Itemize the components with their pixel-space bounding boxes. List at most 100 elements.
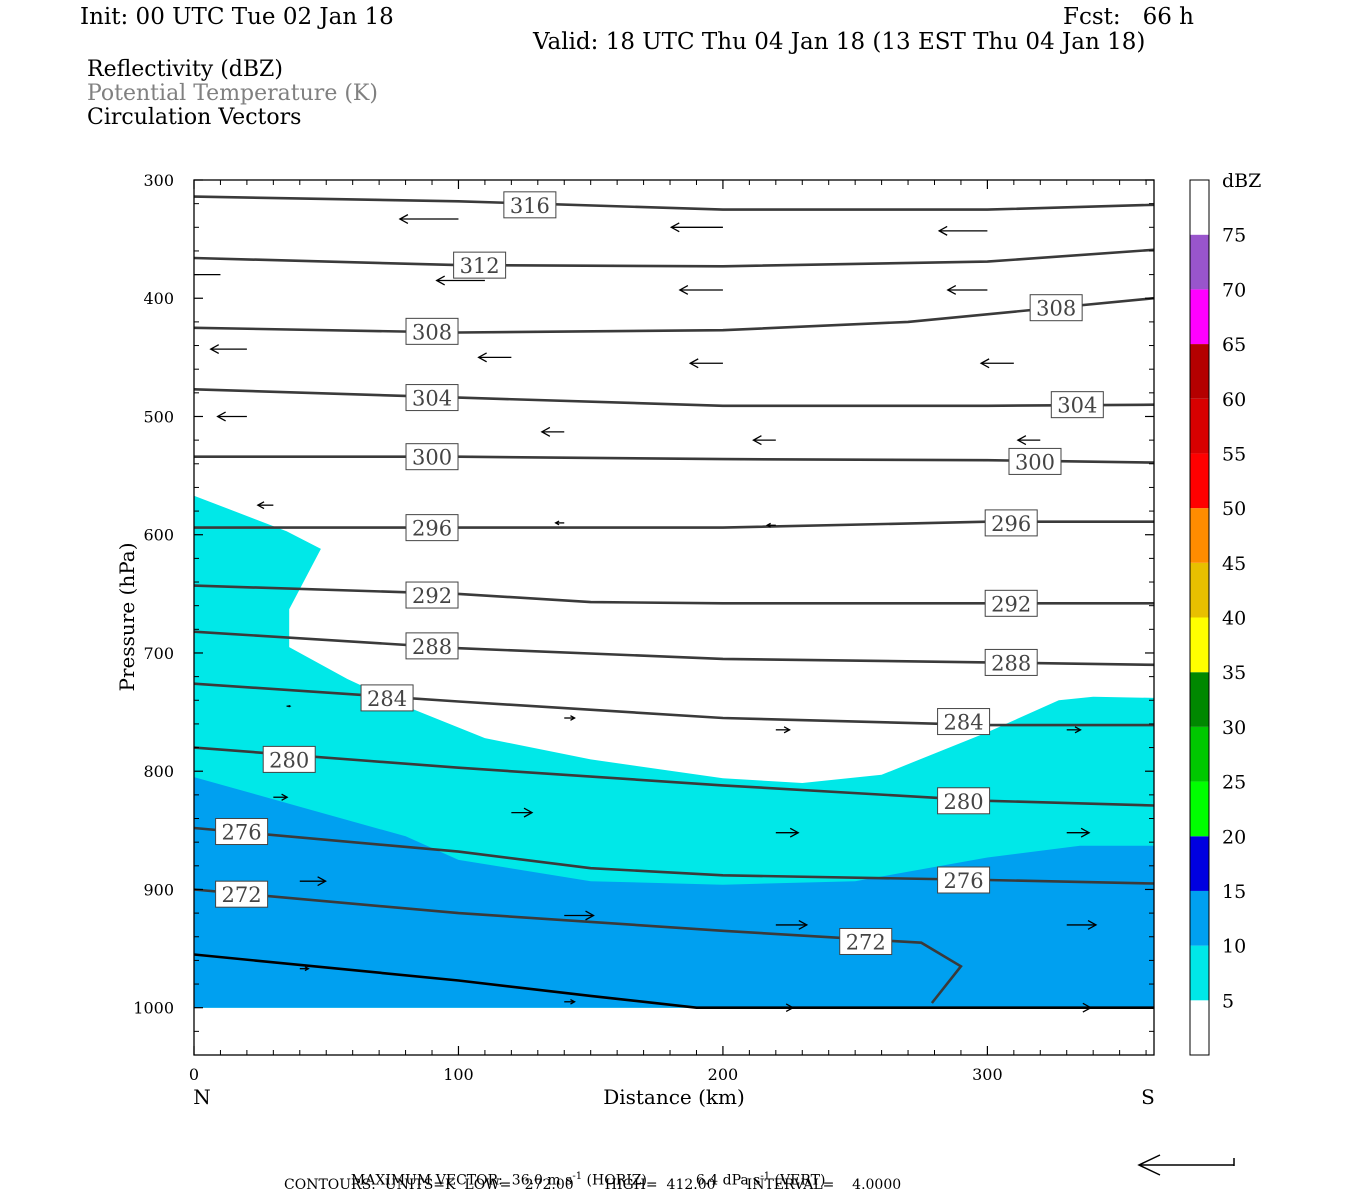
vector-head-22	[1074, 726, 1082, 734]
color-bar-label-30: 30	[1222, 717, 1246, 739]
max-vector-vertical: 6.4 dPa s	[695, 1172, 761, 1189]
color-bar-bin-0	[1190, 1000, 1209, 1055]
vector-head-27	[317, 876, 327, 887]
legend-potential-temperature: Potential Temperature (K)	[87, 81, 378, 106]
x-axis-title: Distance (km)	[603, 1085, 745, 1109]
legend-reflectivity: Reflectivity (dBZ)	[87, 57, 283, 82]
contour-label-276: 276	[944, 869, 984, 893]
vector-head-5	[435, 275, 446, 286]
vertical-suffix: (VERT)	[774, 1172, 826, 1189]
vector-head-6	[678, 284, 689, 295]
y-tick-label-300: 300	[143, 171, 174, 190]
reference-vector	[1137, 1154, 1235, 1176]
color-bar-bin-15	[1190, 836, 1209, 891]
color-bar-label-5: 5	[1222, 990, 1234, 1012]
forecast-hour: Fcst: 66 h	[1063, 4, 1194, 30]
contour-label-box-300	[405, 443, 459, 471]
y-tick-label-700: 700	[143, 644, 174, 663]
vector-head-24	[523, 807, 534, 818]
contour-label-box-312	[453, 251, 507, 279]
vector-head-11	[979, 358, 990, 369]
axes-layer: 300 400 500 600 700 800 900 1000 0 100 200 300	[133, 171, 1154, 1084]
contour-label-box-308	[1029, 294, 1083, 322]
color-bar-label-20: 20	[1222, 826, 1246, 848]
color-bar-bin-75	[1190, 180, 1209, 235]
contour-label-box-292	[984, 589, 1038, 617]
reflectivity-fill-layer	[194, 495, 1154, 1008]
contour-label-box-284	[360, 684, 414, 712]
vector-head-3	[937, 225, 948, 236]
contour-label-box-304	[405, 384, 459, 412]
vector-head-17	[554, 520, 560, 526]
y-tick-label-400: 400	[143, 289, 174, 308]
x-tick-label-300: 300	[972, 1065, 1003, 1084]
color-bar-bin-55	[1190, 398, 1209, 454]
contour-label-box-292	[405, 581, 459, 609]
color-bar-label-75: 75	[1222, 225, 1246, 247]
color-bar-bin-50	[1190, 453, 1209, 509]
vector-head-29	[798, 919, 809, 930]
reflectivity-area-10-15	[194, 777, 1154, 1008]
color-bar-label-40: 40	[1222, 608, 1246, 630]
contour-label-box-272	[215, 880, 269, 908]
theta-contour-308	[194, 296, 1154, 334]
south-label: S	[1141, 1085, 1155, 1109]
contour-label-box-296	[405, 514, 459, 542]
contour-label-box-272	[839, 927, 893, 955]
contour-label-296: 296	[412, 517, 452, 541]
color-bar-label-65: 65	[1222, 334, 1246, 356]
contour-label-288: 288	[991, 651, 1031, 675]
legend-circulation-vectors: Circulation Vectors	[87, 105, 302, 130]
vector-head-14	[752, 435, 762, 446]
contour-label-layer: 316 312 308 308 304 304 300 300 296 296 292 292 288 2…	[215, 191, 1104, 955]
vector-head-32	[570, 998, 576, 1005]
color-bar-label-10: 10	[1222, 936, 1246, 958]
vector-head-23	[281, 793, 289, 801]
contour-label-300: 300	[1015, 450, 1055, 474]
init-time: Init: 00 UTC Tue 02 Jan 18	[80, 4, 394, 30]
horizontal-suffix: (HORIZ)	[586, 1172, 647, 1189]
color-bar: 5 10 15 20 25 30 35 40 45 50 55 60 65 70 75	[1189, 179, 1246, 1056]
theta-contour-276	[194, 826, 1154, 885]
vector-head-18	[765, 522, 771, 528]
ground-surface-line	[194, 953, 1154, 1009]
y-axis-title: Pressure (hPa)	[115, 543, 139, 692]
contour-label-box-284	[937, 708, 991, 736]
color-bar-bin-30	[1190, 672, 1209, 727]
contour-label-308: 308	[412, 320, 452, 344]
contour-label-292: 292	[412, 584, 452, 608]
horizontal-exponent: -1	[572, 1171, 583, 1182]
contour-label-box-304	[1050, 391, 1104, 419]
vector-head-13	[540, 426, 551, 437]
color-bar-label-50: 50	[1222, 498, 1246, 520]
contour-label-304: 304	[412, 387, 452, 411]
color-bar-label-35: 35	[1222, 662, 1246, 684]
contour-label-box-288	[405, 632, 459, 660]
color-bar-bin-10	[1190, 890, 1209, 946]
color-bar-bin-5	[1190, 945, 1209, 1001]
vector-head-34	[1082, 1002, 1093, 1013]
contour-label-284: 284	[367, 687, 407, 711]
color-bar-title: dBZ	[1222, 170, 1261, 192]
vertical-exponent: -1	[760, 1171, 771, 1182]
vector-head-30	[1087, 919, 1098, 930]
vector-head-21	[783, 726, 791, 734]
vector-head-20	[570, 715, 576, 721]
color-bar-frame	[1189, 179, 1210, 1056]
vector-head-25	[789, 827, 800, 838]
color-bar-label-25: 25	[1222, 772, 1246, 794]
theta-contour-280	[194, 746, 1154, 807]
max-vector-label: MAXIMUM VECTOR:	[350, 1172, 503, 1189]
theta-contour-288	[194, 630, 1154, 667]
color-bar-bin-35	[1190, 617, 1209, 673]
contour-label-box-296	[984, 509, 1038, 537]
contour-label-272: 272	[222, 883, 262, 907]
vector-head-12	[216, 411, 226, 422]
contours-info: CONTOURS: UNITS=K LOW= 272.00 HIGH= 412.…	[284, 1177, 902, 1193]
y-tick-label-600: 600	[143, 526, 174, 545]
north-label: N	[193, 1085, 211, 1109]
x-tick-label-100: 100	[443, 1065, 474, 1084]
contour-label-316: 316	[510, 194, 550, 218]
contour-label-304: 304	[1057, 394, 1097, 418]
